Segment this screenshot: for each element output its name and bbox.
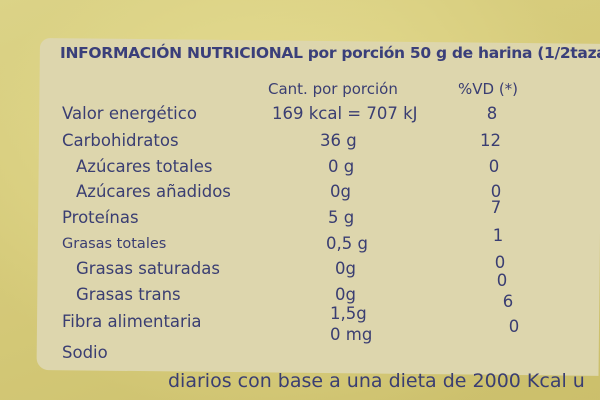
row-proteinas: Proteínas 5 g 7: [0, 198, 600, 234]
row-vd: 1: [492, 226, 504, 245]
row-vd: 0: [488, 157, 500, 176]
header-vd: %VD (*): [458, 80, 519, 98]
row-label: Carbohidratos: [62, 131, 179, 150]
row-quantity: 0g: [330, 182, 351, 201]
row-vd: 6: [502, 292, 514, 311]
row-quantity: 1,5g: [330, 304, 367, 323]
row-vd: 0: [508, 317, 520, 336]
row-label: Valor energético: [62, 104, 197, 123]
row-label: Grasas saturadas: [76, 259, 220, 278]
row-label: Azúcares totales: [76, 157, 213, 176]
header-quantity: Cant. por porción: [268, 80, 398, 98]
row-label: Azúcares añadidos: [76, 182, 231, 201]
row-quantity: 36 g: [320, 131, 357, 150]
row-quantity: 5 g: [328, 208, 355, 227]
footer-note: diarios con base a una dieta de 2000 Kca…: [168, 370, 585, 392]
row-label: Fibra alimentaria: [62, 312, 202, 331]
row-quantity: 0 mg: [330, 325, 373, 344]
row-vd: 0: [496, 271, 508, 290]
row-azucares-totales: Azúcares totales 0 g 0: [0, 157, 600, 183]
row-grasas-trans: Grasas trans 0g 0: [0, 271, 600, 311]
row-vd: 0: [494, 253, 506, 272]
row-grasas-saturadas: Grasas saturadas 0g 0: [0, 253, 600, 285]
row-grasas-totales: Grasas totales 0,5 g 1: [0, 226, 600, 260]
row-vd: 12: [480, 131, 501, 150]
row-label: Sodio: [62, 343, 108, 362]
row-azucares-anadidos: Azúcares añadidos 0g 0: [0, 182, 600, 208]
row-quantity: 0g: [335, 259, 356, 278]
row-vd: 0: [490, 182, 502, 201]
row-carbohidratos: Carbohidratos 36 g 12: [0, 131, 600, 157]
row-quantity: 0 g: [328, 157, 355, 176]
row-quantity: 0,5 g: [326, 234, 368, 253]
row-vd: 7: [490, 198, 502, 217]
row-label: Grasas totales: [62, 236, 167, 252]
nutrition-title: INFORMACIÓN NUTRICIONAL por porción 50 g…: [60, 44, 600, 62]
row-label: Grasas trans: [76, 285, 181, 304]
row-label: Proteínas: [62, 208, 139, 227]
row-vd: 8: [486, 104, 498, 123]
row-quantity: 0g: [335, 285, 356, 304]
row-sodio: Sodio 0 mg 0: [0, 317, 600, 369]
row-fibra-alimentaria: Fibra alimentaria 1,5g 6: [0, 292, 600, 338]
row-valor-energetico: Valor energético 169 kcal = 707 kJ 8: [0, 104, 600, 130]
row-quantity: 169 kcal = 707 kJ: [272, 104, 418, 123]
